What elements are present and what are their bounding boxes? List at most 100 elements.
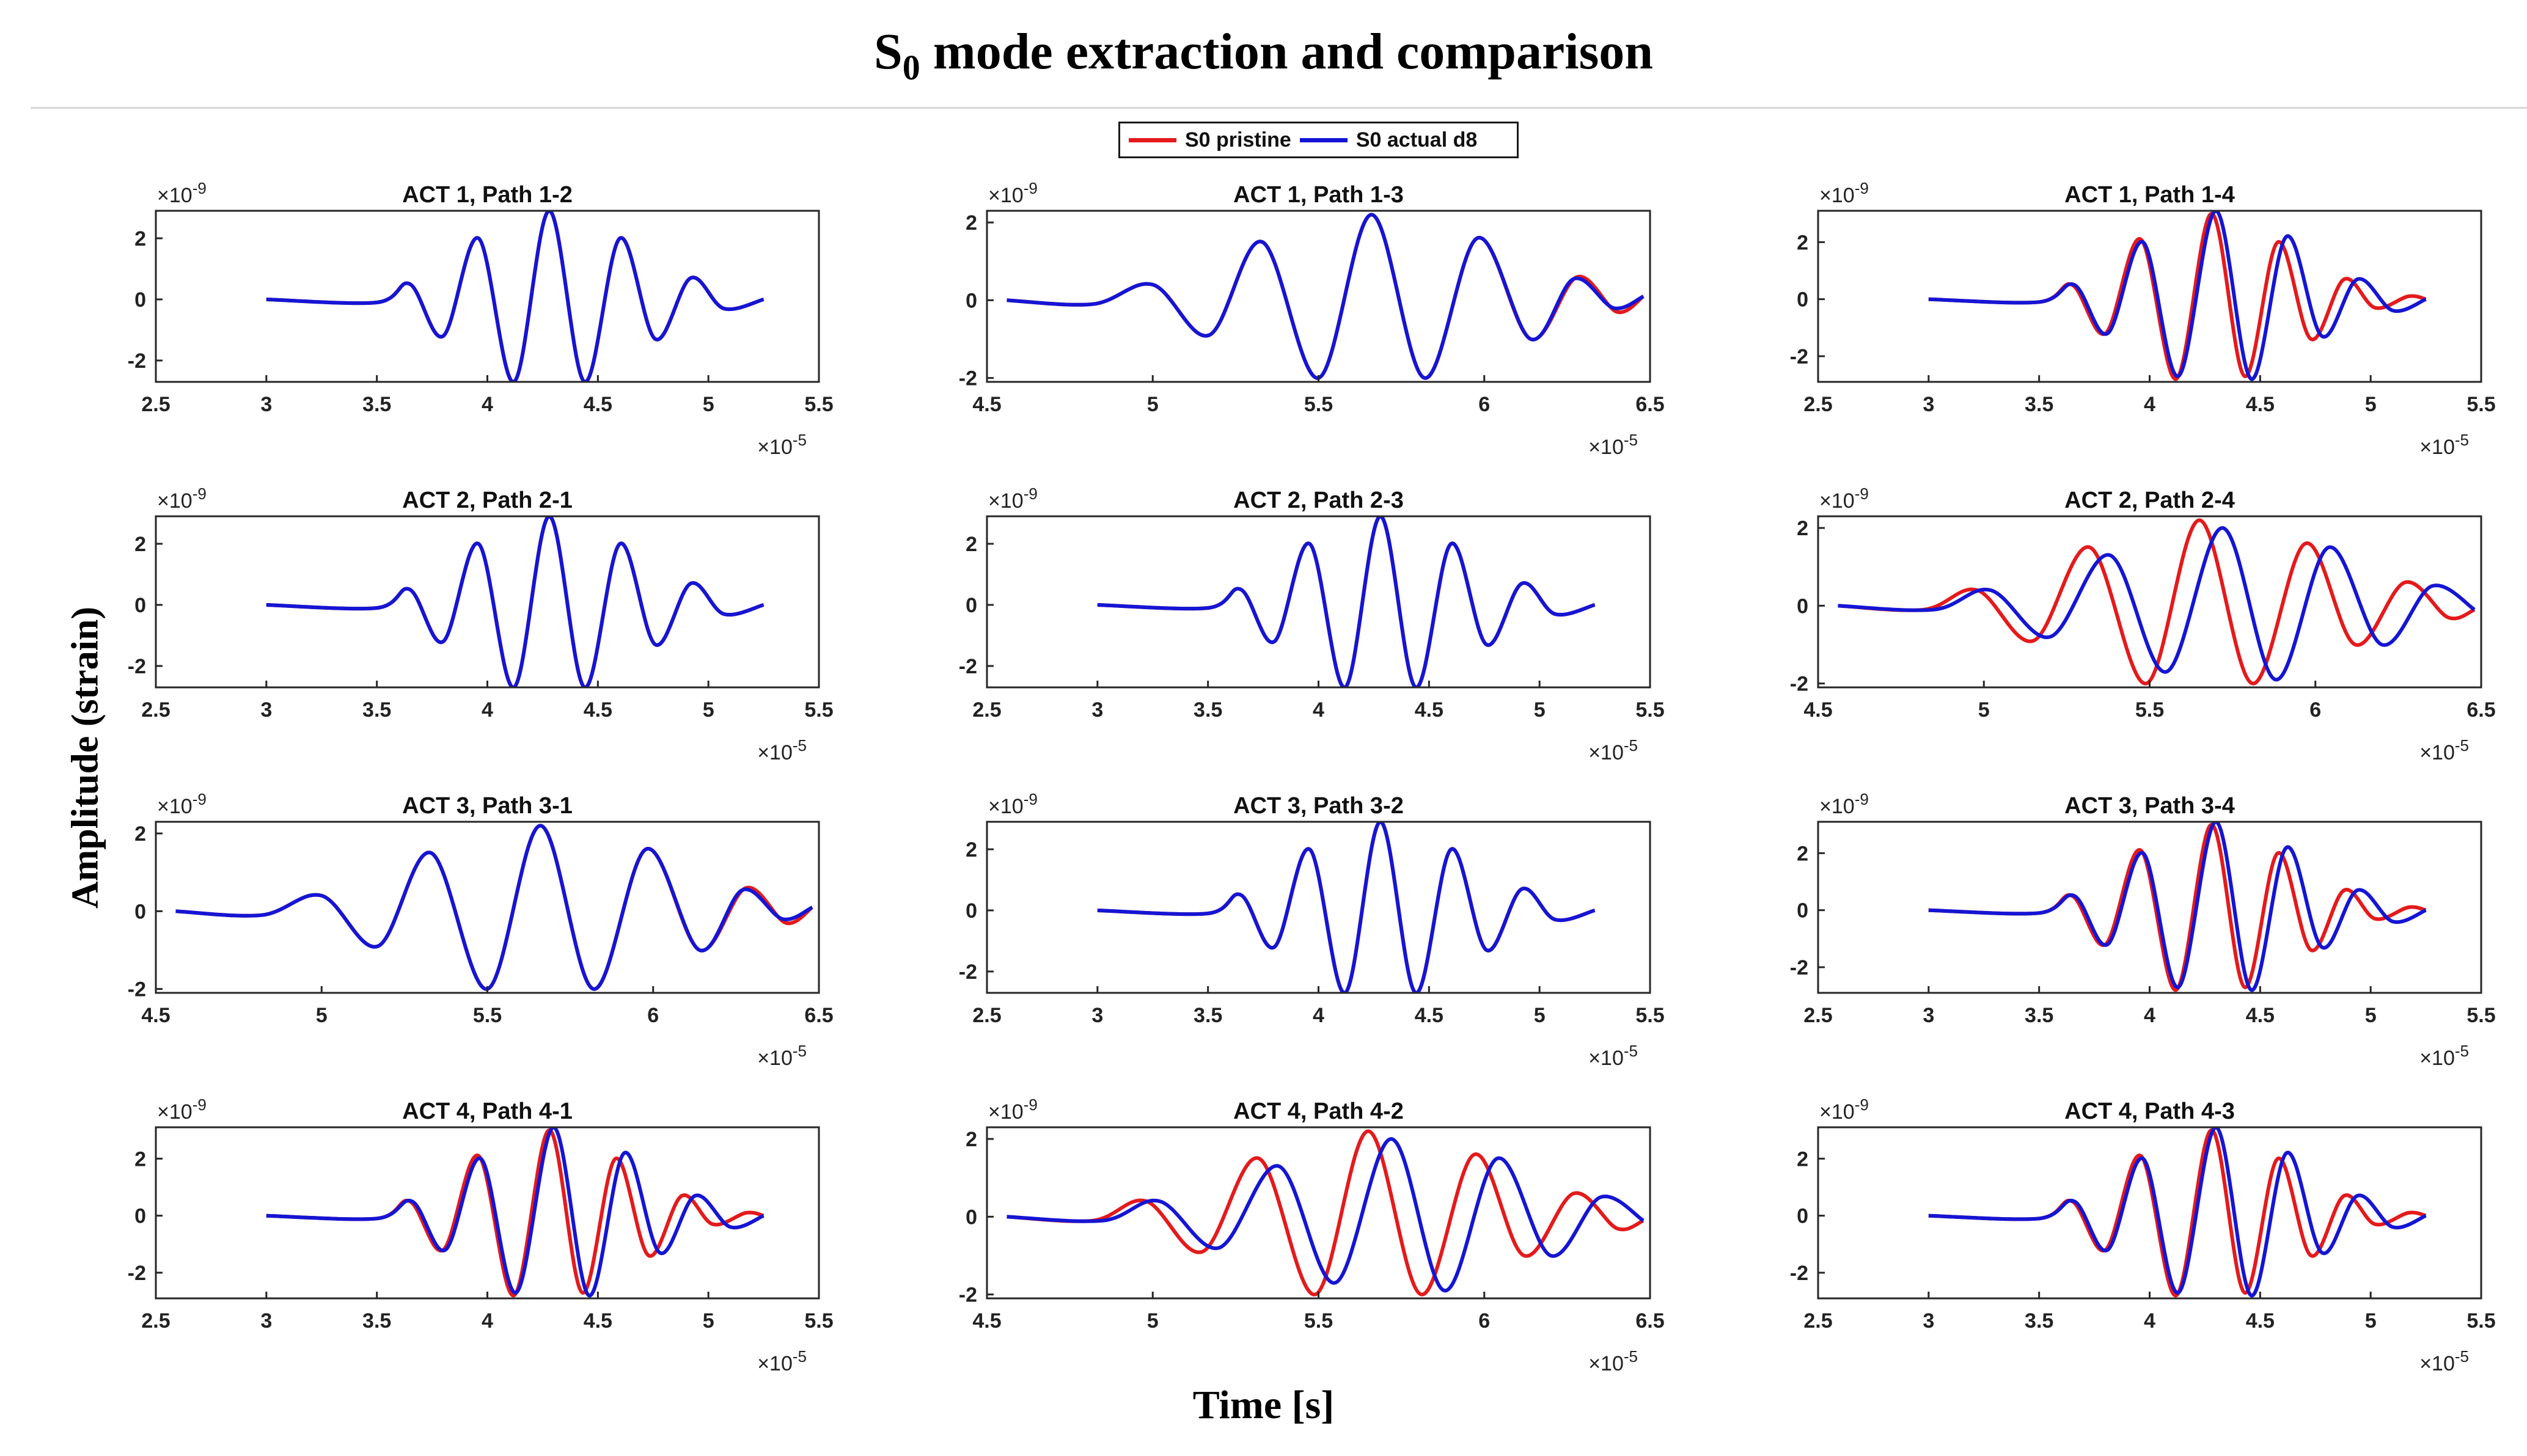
y-exponent-power: -9 [1855, 485, 1869, 503]
series-line-pristine [266, 1128, 765, 1298]
y-tick-label: -2 [128, 1262, 146, 1285]
series-line-actual [1928, 1127, 2427, 1298]
x-tick-label: 4.5 [141, 1004, 170, 1027]
x-tick-label: 4.5 [1415, 698, 1443, 722]
y-exponent-power: -9 [1024, 790, 1038, 808]
subplot-title: ACT 1, Path 1-3 [1233, 182, 1404, 208]
subplot-1: ACT 1, Path 1-2 ×10-9 2.5 3 3.5 4 4.5 5 5.5 2 0 -2 ×… [128, 179, 834, 459]
series-group [175, 824, 814, 991]
x-exponent-power: -5 [793, 431, 807, 449]
y-tick-label: 0 [134, 900, 146, 923]
subplot-title: ACT 1, Path 1-2 [402, 182, 573, 208]
axes-frame [1817, 515, 2482, 689]
series-line-pristine [1007, 1129, 1645, 1297]
y-exponent-label: ×10-9 [988, 790, 1038, 818]
x-tick-label: 5 [1147, 1309, 1159, 1333]
series-group [266, 516, 765, 687]
y-exponent-power: -9 [193, 485, 207, 503]
axes-frame [986, 210, 1651, 383]
y-exponent-label: ×10-9 [157, 179, 207, 207]
series-group [1097, 822, 1596, 993]
subplot-title: ACT 2, Path 2-3 [1233, 488, 1404, 513]
x-exponent-label: ×10-5 [757, 1042, 807, 1070]
y-tick-label: -2 [128, 655, 146, 678]
series-line-pristine [1928, 822, 2427, 992]
series-group [1007, 1129, 1645, 1297]
x-tick-label: 4 [2144, 1004, 2155, 1027]
x-tick-label: 5.5 [2466, 1004, 2495, 1027]
legend-entry-pristine: S0 pristine [1129, 128, 1291, 152]
series-line-pristine [1097, 516, 1596, 687]
x-exponent-label: ×10-5 [757, 736, 807, 764]
y-exponent-label: ×10-9 [1819, 179, 1869, 207]
x-tick-label: 5.5 [1304, 1309, 1333, 1333]
x-tick-label: 2.5 [1803, 393, 1832, 416]
y-exponent-label: ×10-9 [988, 179, 1038, 207]
series-line-actual [266, 1127, 765, 1298]
x-exponent-power: -5 [2455, 1347, 2469, 1366]
x-tick-label: 5 [1147, 393, 1159, 416]
x-tick-label: 5.5 [1635, 1004, 1664, 1027]
subplot-title: ACT 2, Path 2-4 [2064, 488, 2235, 513]
axes-frame [986, 515, 1651, 689]
y-tick-label: 2 [1797, 842, 1808, 865]
subplot-title: ACT 4, Path 4-3 [2064, 1099, 2235, 1124]
x-tick-label: 2.5 [972, 698, 1001, 722]
x-tick-label: 4 [2144, 1309, 2155, 1333]
series-line-pristine [1007, 213, 1645, 380]
x-tick-label: 5 [703, 393, 714, 416]
y-tick-label: 0 [1797, 288, 1808, 312]
axes-frame [155, 1126, 820, 1300]
y-exponent-label: ×10-9 [157, 790, 207, 818]
y-tick-label: 0 [966, 289, 977, 312]
y-tick-label: 2 [1797, 1147, 1808, 1171]
title-rest: mode extraction and comparison [920, 23, 1653, 80]
y-tick-label: -2 [1790, 673, 1808, 696]
x-tick-label: 5 [316, 1004, 328, 1027]
x-tick-label: 5 [1978, 698, 1990, 722]
series-group [266, 1127, 765, 1298]
y-exponent-label: ×10-9 [157, 1096, 207, 1124]
x-tick-label: 3.5 [2025, 1309, 2053, 1333]
x-tick-label: 4.5 [584, 1309, 612, 1333]
axes-frame [155, 210, 820, 383]
x-tick-label: 5 [1534, 698, 1546, 722]
y-tick-label: 2 [134, 1147, 146, 1171]
x-tick-label: 4.5 [1803, 698, 1832, 722]
x-tick-label: 4.5 [2246, 393, 2275, 416]
x-tick-label: 5 [2365, 1004, 2377, 1027]
y-tick-label: -2 [128, 349, 146, 373]
y-tick-label: 2 [966, 211, 977, 235]
y-exponent-label: ×10-9 [1819, 1096, 1869, 1124]
axes-frame [986, 1126, 1651, 1300]
y-tick-label: -2 [959, 367, 977, 390]
subplot-title: ACT 4, Path 4-2 [1233, 1099, 1404, 1124]
x-tick-label: 5.5 [804, 698, 833, 722]
x-tick-label: 3.5 [2025, 1004, 2053, 1027]
x-exponent-label: ×10-5 [1588, 431, 1638, 459]
series-group [1097, 516, 1596, 687]
x-tick-label: 5 [703, 698, 714, 722]
y-tick-label: -2 [959, 960, 977, 984]
axes-frame [155, 821, 820, 994]
legend-entry-actual: S0 actual d8 [1299, 128, 1477, 152]
title-divider [31, 107, 2527, 109]
subplot-8: ACT 3, Path 3-2 ×10-9 2.5 3 3.5 4 4.5 5 5.5 2 0 -2 ×… [959, 790, 1665, 1070]
x-exponent-power: -5 [2455, 1042, 2469, 1060]
figure-title: S0 mode extraction and comparison [0, 22, 2527, 88]
y-exponent-power: -9 [1024, 179, 1038, 197]
x-tick-label: 5 [2365, 393, 2377, 416]
subplot-9: ACT 3, Path 3-4 ×10-9 2.5 3 3.5 4 4.5 5 5.5 2 0 -2 ×… [1790, 790, 2496, 1070]
y-tick-label: -2 [128, 978, 146, 1001]
x-tick-label: 5.5 [473, 1004, 502, 1027]
y-tick-label: -2 [959, 655, 977, 678]
y-tick-label: 0 [1797, 899, 1808, 923]
x-tick-label: 3 [1923, 393, 1934, 416]
y-exponent-power: -9 [1024, 485, 1038, 503]
x-tick-label: 3 [1091, 698, 1103, 722]
x-tick-label: 2.5 [1803, 1004, 1832, 1027]
x-exponent-label: ×10-5 [757, 1347, 807, 1375]
y-exponent-label: ×10-9 [157, 485, 207, 513]
x-exponent-label: ×10-5 [2419, 431, 2469, 459]
x-tick-label: 6.5 [1635, 393, 1664, 416]
